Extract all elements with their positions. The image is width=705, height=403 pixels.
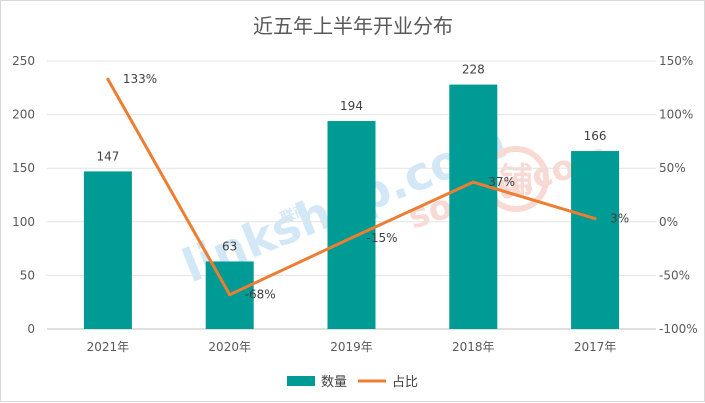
x-tick-label: 2019年 [330,340,373,354]
line-value-label: -68% [245,288,276,302]
legend-label-bar: 数量 [321,375,347,390]
bar-value-label: 166 [584,129,607,143]
line-value-label: 133% [123,72,157,86]
left-tick-label: 150 [12,161,35,175]
bar [83,171,132,329]
line-point [593,217,597,221]
bar [449,84,498,329]
line-point [228,293,232,297]
right-tick-label: 100% [659,108,693,122]
line-value-label: -15% [367,231,398,245]
right-tick-label: 0% [659,215,678,229]
bar-series [83,84,620,329]
x-tick-label: 2020年 [208,340,251,354]
line-value-label: 37% [488,175,515,189]
line-point [471,180,475,184]
line-point [350,236,353,240]
chart-title: 近五年上半年开业分布 [253,14,453,38]
bar [571,151,620,329]
left-tick-label: 200 [12,108,35,122]
x-tick-label: 2018年 [452,340,495,354]
line-series [106,77,597,297]
data-labels: 147 63 194 228 166 133% -68% -15% 37% 3% [96,63,629,302]
line-point [106,77,110,81]
left-axis: 0 50 100 150 200 250 [12,54,35,336]
x-tick-label: 2017年 [574,340,617,354]
legend: 数量 占比 [287,375,418,390]
bar-value-label: 194 [340,99,363,113]
line-value-label: 3% [610,212,629,226]
right-axis: -100% -50% 0% 50% 100% 150% [659,54,698,336]
legend-label-line: 占比 [392,375,418,390]
left-tick-label: 250 [12,54,35,68]
right-tick-label: 50% [659,161,686,175]
left-tick-label: 100 [12,215,35,229]
right-tick-label: -50% [659,268,690,282]
bar-value-label: 228 [462,63,485,77]
left-tick-label: 50 [20,268,35,282]
x-tick-label: 2021年 [87,340,130,354]
right-tick-label: -100% [659,322,698,336]
bar [327,121,376,329]
left-tick-label: 0 [27,322,35,336]
right-tick-label: 150% [659,54,693,68]
legend-swatch-bar [287,376,315,386]
bar-value-label: 147 [96,149,119,163]
bar-value-label: 63 [222,239,237,253]
x-axis: 2021年 2020年 2019年 2018年 2017年 [87,340,617,354]
